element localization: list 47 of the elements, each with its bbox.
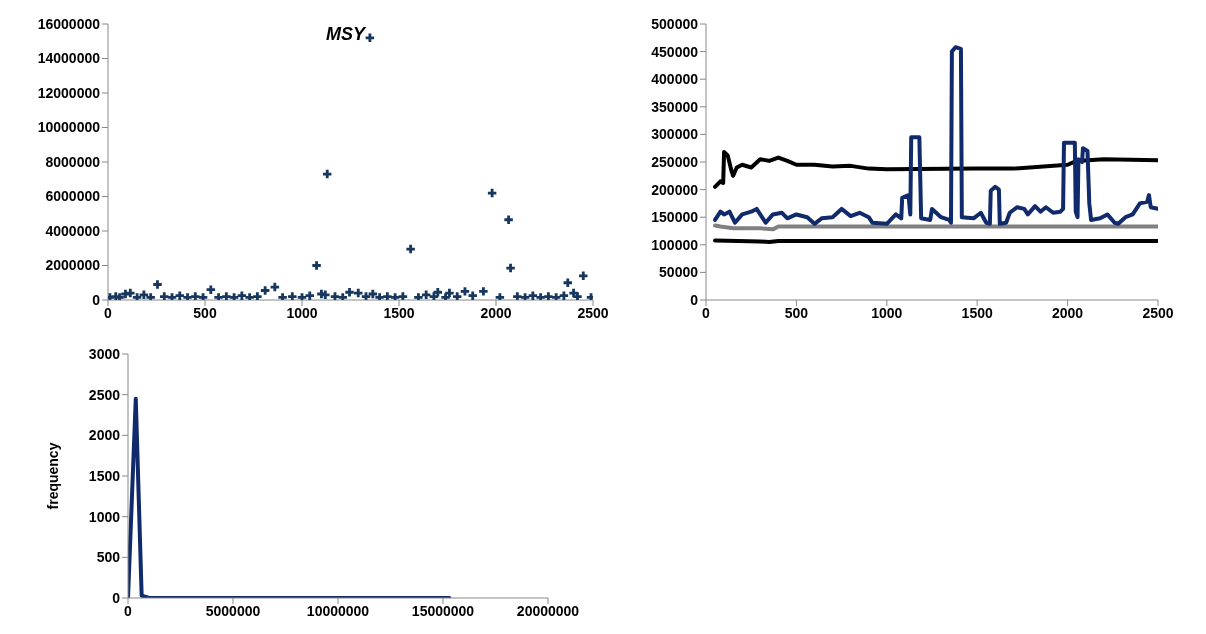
x-tick-label: 0 bbox=[702, 304, 711, 321]
y-tick-label: 1000 bbox=[88, 508, 121, 525]
x-tick-label: 1000 bbox=[871, 304, 903, 321]
y-tick-label: 500 bbox=[96, 549, 121, 566]
x-tick-label: 1000 bbox=[286, 304, 318, 321]
x-tick-label: 2500 bbox=[1142, 304, 1174, 321]
x-tick-label: 5000000 bbox=[205, 602, 261, 619]
y-tick-label: 1500 bbox=[88, 467, 121, 484]
line-series bbox=[713, 150, 1158, 189]
y-tick-label: 0 bbox=[690, 291, 699, 308]
y-tick-label: 500000 bbox=[651, 15, 699, 32]
y-tick-label: 350000 bbox=[651, 98, 699, 115]
y-tick-label: 450000 bbox=[651, 43, 699, 60]
y-tick-label: 6000000 bbox=[45, 188, 101, 205]
y-tick-label: 400000 bbox=[651, 71, 699, 88]
x-tick-label: 500 bbox=[784, 304, 809, 321]
y-tick-label: 150000 bbox=[651, 209, 699, 226]
x-tick-label: 15000000 bbox=[411, 602, 475, 619]
y-tick-label: 0 bbox=[92, 291, 101, 308]
x-tick-label: 0 bbox=[124, 602, 133, 619]
x-tick-label: 2000 bbox=[480, 304, 512, 321]
y-tick-label: 100000 bbox=[651, 236, 699, 253]
y-tick-label: 10000000 bbox=[37, 119, 101, 136]
y-tick-label: 0 bbox=[112, 589, 121, 606]
x-tick-label: 500 bbox=[193, 304, 217, 321]
line-series bbox=[713, 45, 1158, 226]
y-tick-label: 8000000 bbox=[45, 153, 101, 170]
chart-title: MSY bbox=[325, 24, 365, 44]
y-axis-title: frequency bbox=[44, 442, 61, 510]
x-tick-label: 20000000 bbox=[516, 602, 580, 619]
x-tick-label: 1500 bbox=[383, 304, 415, 321]
y-tick-label: 300000 bbox=[651, 126, 699, 143]
x-tick-label: 2000 bbox=[1052, 304, 1084, 321]
y-tick-label: 14000000 bbox=[37, 50, 101, 67]
y-tick-label: 50000 bbox=[659, 264, 699, 281]
y-tick-label: 16000000 bbox=[37, 15, 101, 32]
y-tick-label: 12000000 bbox=[37, 84, 101, 101]
y-tick-label: 200000 bbox=[651, 181, 699, 198]
y-tick-label: 4000000 bbox=[45, 222, 101, 239]
y-tick-label: 3000 bbox=[88, 345, 121, 362]
x-tick-label: 2500 bbox=[577, 304, 609, 321]
x-tick-label: 10000000 bbox=[306, 602, 370, 619]
y-tick-label: 2000 bbox=[88, 427, 121, 444]
y-tick-label: 2500 bbox=[88, 386, 121, 403]
x-tick-label: 1500 bbox=[961, 304, 993, 321]
y-tick-label: 2000000 bbox=[45, 257, 101, 274]
y-tick-label: 250000 bbox=[651, 153, 699, 170]
